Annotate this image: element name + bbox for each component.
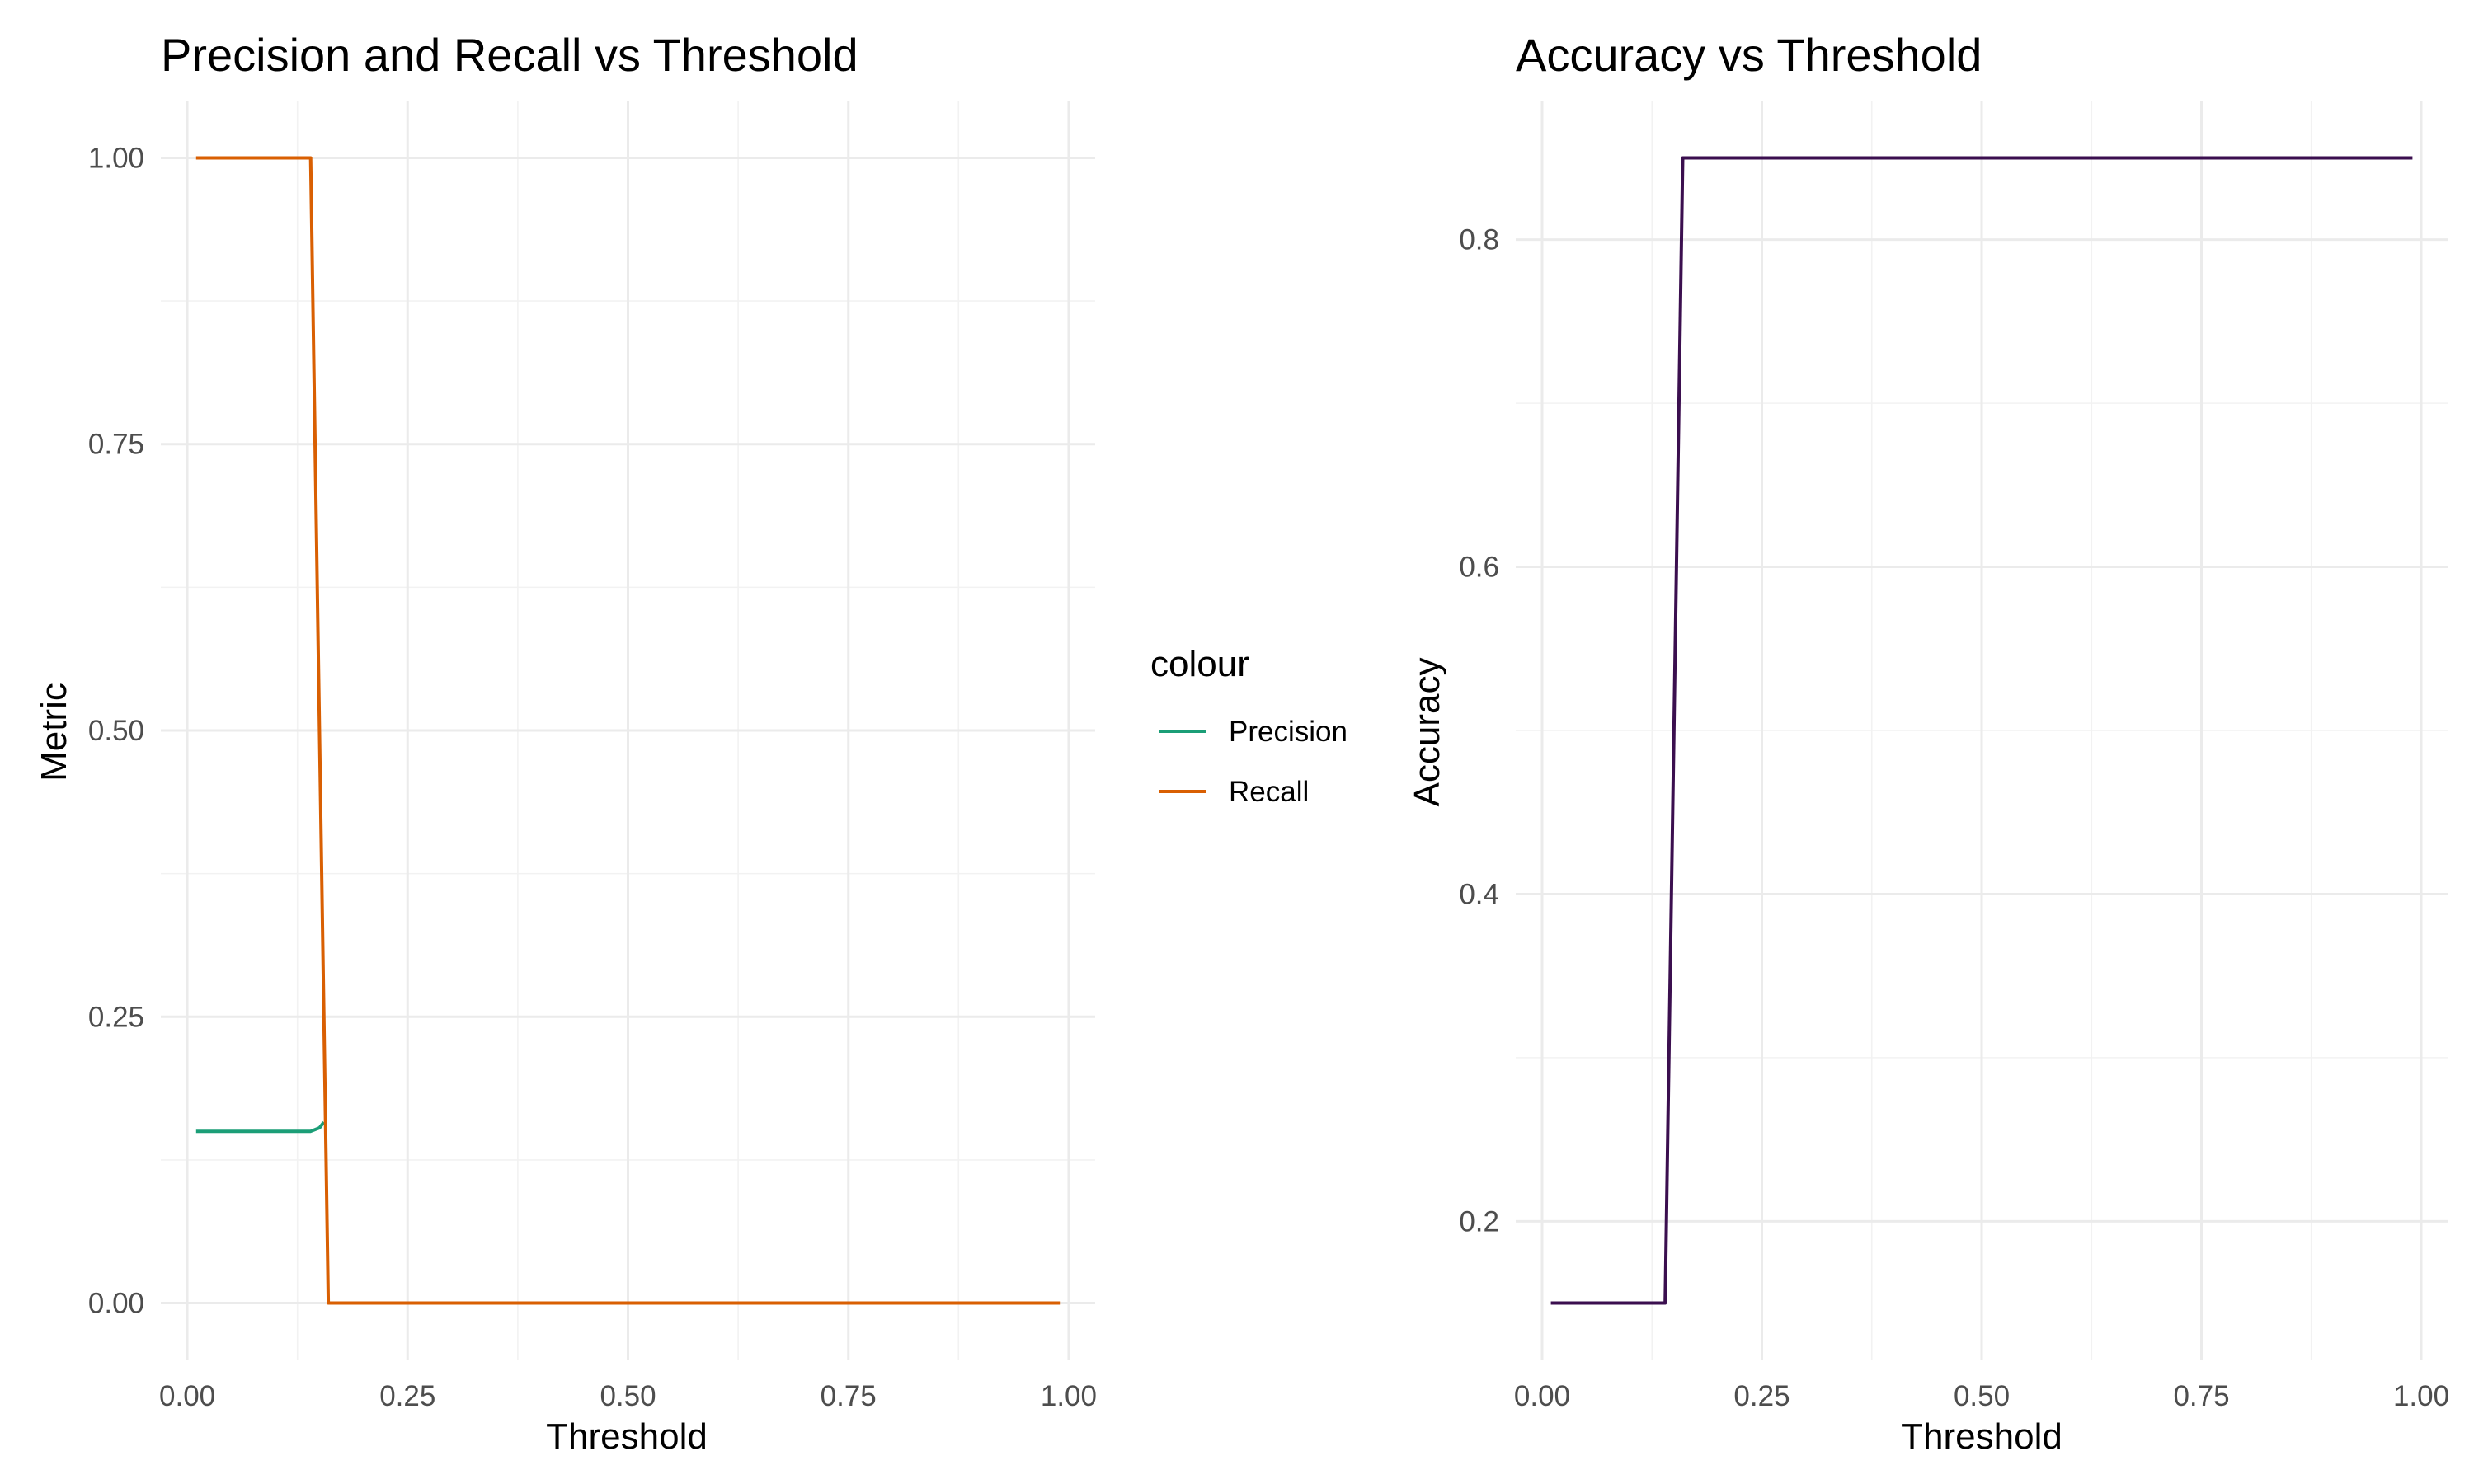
legend-label-precision: Precision (1229, 716, 1348, 748)
legend-label-recall: Recall (1229, 776, 1309, 808)
chart-title: Accuracy vs Threshold (1516, 29, 1982, 81)
series-layer (1550, 156, 2413, 1305)
y-tick-label: 0.00 (88, 1288, 144, 1320)
tick-labels: 0.00 0.25 0.50 0.75 1.00 0.2 0.4 0.6 0.8 (1459, 224, 2449, 1412)
legend-title: colour (1150, 644, 1249, 684)
y-axis-title: Accuracy (1407, 658, 1447, 807)
grid (1516, 101, 2448, 1360)
chart-title: Precision and Recall vs Threshold (161, 29, 858, 81)
legend: colour Precision Recall (1150, 644, 1348, 808)
x-tick-label: 0.25 (379, 1380, 435, 1412)
series-line-accuracy (1550, 156, 2413, 1305)
y-tick-label: 0.25 (88, 1001, 144, 1033)
series-line-recall (195, 156, 1061, 1305)
y-tick-label: 0.4 (1459, 878, 1499, 910)
series-layer (195, 156, 1061, 1305)
x-tick-label: 0.00 (159, 1380, 215, 1412)
x-axis-title: Threshold (1901, 1416, 2062, 1457)
y-tick-label: 0.6 (1459, 552, 1499, 584)
x-tick-label: 1.00 (1041, 1380, 1097, 1412)
y-tick-label: 0.50 (88, 715, 144, 747)
x-tick-label: 0.50 (600, 1380, 656, 1412)
series-line-precision (195, 1120, 326, 1134)
x-tick-label: 0.75 (821, 1380, 877, 1412)
x-tick-label: 0.50 (1954, 1380, 2010, 1412)
precision-recall-panel: Precision and Recall vs Threshold 0.00 0.… (34, 29, 1097, 1457)
y-tick-label: 0.75 (88, 429, 144, 461)
x-axis-title: Threshold (546, 1416, 708, 1457)
accuracy-panel: Accuracy vs Threshold 0.00 0.25 0.50 0.75 1.… (1407, 29, 2449, 1457)
y-tick-label: 0.8 (1459, 224, 1499, 256)
y-tick-label: 1.00 (88, 142, 144, 174)
y-tick-label: 0.2 (1459, 1205, 1499, 1237)
grid (161, 101, 1095, 1360)
x-tick-label: 0.25 (1733, 1380, 1790, 1412)
x-tick-label: 0.75 (2173, 1380, 2229, 1412)
tick-labels: 0.00 0.25 0.50 0.75 1.00 0.00 0.25 0.50 0.75 1.00 (88, 142, 1097, 1412)
y-axis-title: Metric (34, 683, 74, 782)
legend-items: Precision Recall (1159, 716, 1348, 808)
x-tick-label: 0.00 (1514, 1380, 1570, 1412)
x-tick-label: 1.00 (2393, 1380, 2449, 1412)
